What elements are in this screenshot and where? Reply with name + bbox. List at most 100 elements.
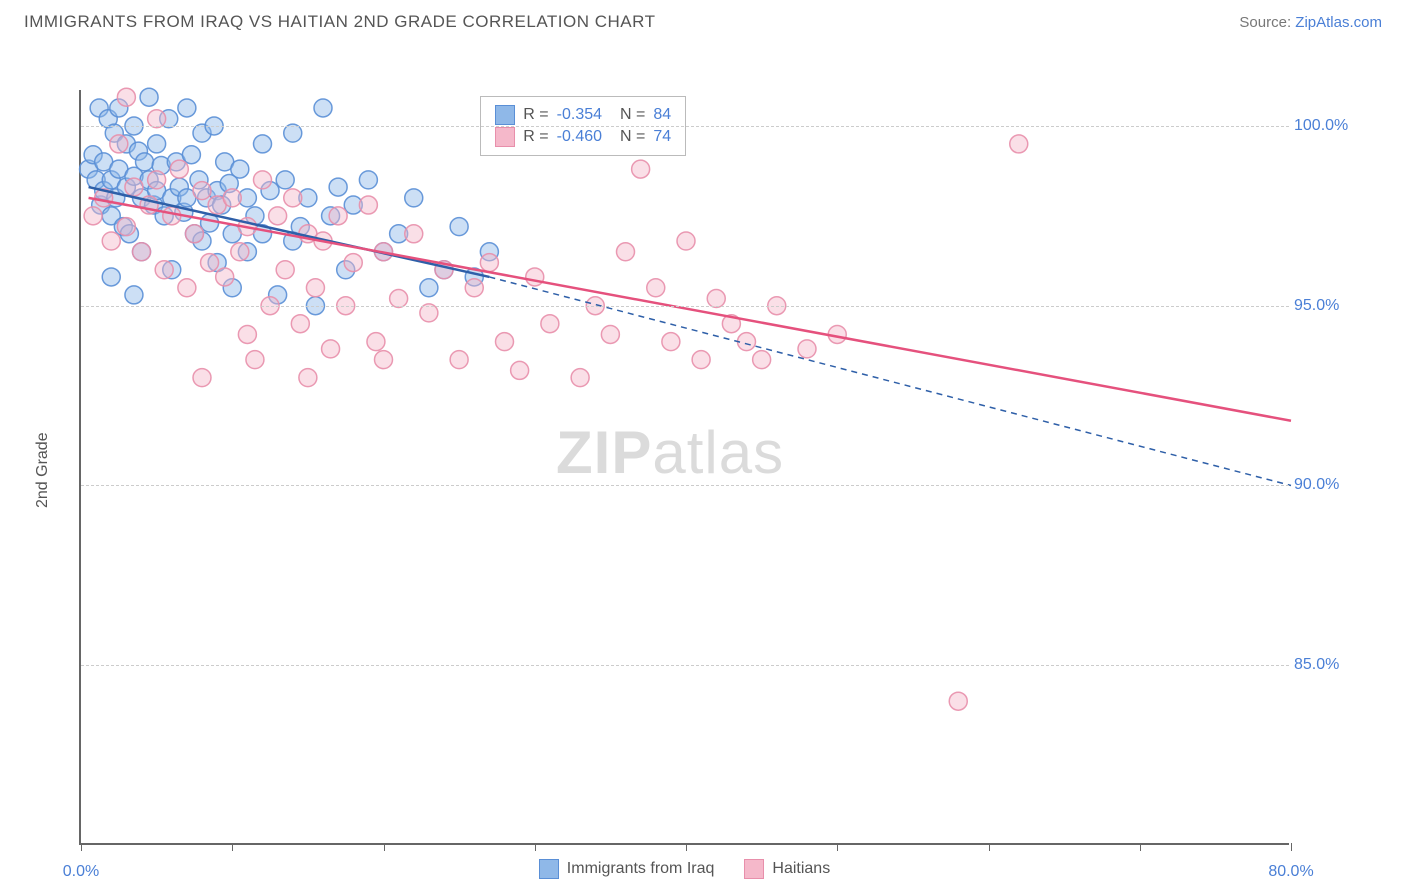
x-tick [1140, 843, 1141, 851]
scatter-point [254, 171, 272, 189]
scatter-point [753, 351, 771, 369]
scatter-point [291, 315, 309, 333]
x-tick [837, 843, 838, 851]
scatter-point [117, 218, 135, 236]
scatter-point [125, 286, 143, 304]
scatter-point [163, 207, 181, 225]
x-tick-label: 0.0% [63, 863, 99, 881]
scatter-point [306, 279, 324, 297]
legend-n-label: N = [620, 106, 645, 124]
scatter-point [480, 254, 498, 272]
gridline [81, 665, 1289, 666]
scatter-point [178, 279, 196, 297]
scatter-point [450, 351, 468, 369]
series-legend-label: Immigrants from Iraq [567, 860, 715, 878]
x-tick [989, 843, 990, 851]
chart-source: Source: ZipAtlas.com [1239, 14, 1382, 31]
scatter-point [246, 351, 264, 369]
y-tick-label: 100.0% [1294, 117, 1359, 135]
series-legend: Immigrants from Iraq Haitians [539, 859, 830, 879]
gridline [81, 126, 1289, 127]
y-tick-label: 85.0% [1294, 656, 1359, 674]
scatter-point [601, 325, 619, 343]
scatter-point [254, 135, 272, 153]
scatter-point [193, 182, 211, 200]
y-axis-label: 2nd Grade [34, 432, 52, 508]
scatter-point [798, 340, 816, 358]
scatter-point [322, 340, 340, 358]
legend-row: R =-0.354N =84 [495, 105, 671, 125]
trend-line-extrapolated [489, 277, 1291, 486]
x-tick [686, 843, 687, 851]
scatter-point [182, 146, 200, 164]
scatter-point [125, 178, 143, 196]
legend-swatch [495, 127, 515, 147]
y-tick-label: 90.0% [1294, 476, 1359, 494]
scatter-point [632, 160, 650, 178]
legend-r-value: -0.354 [557, 106, 602, 124]
scatter-point [231, 243, 249, 261]
scatter-point [231, 160, 249, 178]
scatter-point [526, 268, 544, 286]
scatter-point [359, 171, 377, 189]
legend-r-label: R = [523, 106, 548, 124]
source-link[interactable]: ZipAtlas.com [1295, 14, 1382, 31]
scatter-point [133, 243, 151, 261]
scatter-point [110, 135, 128, 153]
gridline [81, 485, 1289, 486]
x-tick [384, 843, 385, 851]
scatter-point [344, 254, 362, 272]
scatter-point [511, 361, 529, 379]
scatter-point [140, 88, 158, 106]
scatter-point [359, 196, 377, 214]
scatter-point [329, 207, 347, 225]
series-legend-item: Haitians [744, 859, 830, 879]
legend-row: R = -0.460 N = 74 [495, 127, 671, 147]
legend-swatch [539, 859, 559, 879]
legend-n-label: N = [620, 128, 645, 146]
scatter-point [299, 369, 317, 387]
scatter-point [375, 351, 393, 369]
scatter-point [178, 99, 196, 117]
scatter-point [571, 369, 589, 387]
scatter-point [136, 153, 154, 171]
chart-title: IMMIGRANTS FROM IRAQ VS HAITIAN 2ND GRAD… [24, 12, 655, 32]
scatter-point [420, 279, 438, 297]
scatter-point [117, 88, 135, 106]
scatter-point [170, 160, 188, 178]
scatter-point [496, 333, 514, 351]
scatter-point [677, 232, 695, 250]
chart-header: IMMIGRANTS FROM IRAQ VS HAITIAN 2ND GRAD… [0, 0, 1406, 40]
scatter-point [102, 232, 120, 250]
scatter-point [148, 171, 166, 189]
plot-area: ZIPatlas R =-0.354N =84R =-0.460N =74 85… [79, 90, 1289, 845]
scatter-svg [81, 90, 1291, 845]
scatter-point [541, 315, 559, 333]
scatter-point [238, 325, 256, 343]
scatter-point [1010, 135, 1028, 153]
legend-n-value: 74 [653, 128, 671, 146]
scatter-point [949, 692, 967, 710]
scatter-point [329, 178, 347, 196]
scatter-point [647, 279, 665, 297]
gridline [81, 306, 1289, 307]
x-tick [535, 843, 536, 851]
legend-r-label: R = [523, 128, 548, 146]
y-tick-label: 95.0% [1294, 297, 1359, 315]
x-tick [81, 843, 82, 851]
scatter-point [155, 261, 173, 279]
scatter-point [276, 261, 294, 279]
scatter-point [185, 225, 203, 243]
scatter-point [465, 279, 483, 297]
scatter-point [84, 207, 102, 225]
scatter-point [148, 135, 166, 153]
scatter-point [201, 254, 219, 272]
scatter-point [405, 189, 423, 207]
scatter-point [276, 171, 294, 189]
source-label: Source: [1239, 14, 1295, 31]
scatter-point [193, 369, 211, 387]
scatter-point [269, 207, 287, 225]
series-legend-item: Immigrants from Iraq [539, 859, 715, 879]
legend-r-value: -0.460 [557, 128, 602, 146]
scatter-point [223, 189, 241, 207]
